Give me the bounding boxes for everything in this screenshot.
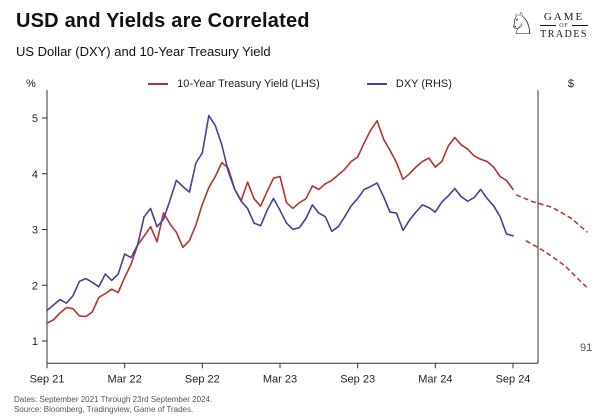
logo-text: GAME OF TRADES	[540, 10, 589, 40]
x-tick-label: Mar 22	[108, 373, 142, 385]
chart-canvas: 1 2 3 4 5 Sep 21 Mar 22 Sep 22 Mar 23 Sep 23 Mar 2…	[30, 90, 592, 385]
legend-label-treasury-yield: 10-Year Treasury Yield (LHS)	[177, 78, 320, 90]
legend: 10-Year Treasury Yield (LHS) DXY (RHS)	[50, 78, 550, 90]
legend-label-dxy: DXY (RHS)	[395, 78, 452, 90]
x-tick-label: Sep 23	[340, 373, 375, 385]
x-tick-label: Sep 22	[185, 373, 220, 385]
logo-line-trades: TRADES	[540, 28, 588, 40]
logo-line-game: GAME	[543, 10, 585, 23]
y-tick-label: 1	[32, 336, 38, 348]
x-tick-label: Mar 23	[263, 373, 297, 385]
chess-knight-icon: ♘	[508, 7, 536, 42]
legend-row: % 10-Year Treasury Yield (LHS) DXY (RHS)…	[0, 78, 600, 90]
yield-projection-upper-dashed-line	[515, 194, 588, 233]
chart-footer: Dates: September 2021 Through 23rd Septe…	[14, 395, 212, 415]
legend-item-dxy: DXY (RHS)	[366, 78, 452, 90]
yield-projection-lower-dashed-line	[525, 240, 588, 289]
x-tick-label: Mar 24	[418, 373, 452, 385]
x-tick-label: Sep 21	[30, 373, 65, 385]
footer-source: Source: Bloomberg, Tradingview, Game of …	[14, 405, 194, 414]
legend-swatch-dxy	[366, 82, 387, 86]
right-axis-label-91: 91	[580, 342, 592, 354]
y-tick-label: 4	[32, 169, 38, 181]
page-subtitle: US Dollar (DXY) and 10-Year Treasury Yie…	[16, 44, 271, 59]
y-tick-label: 3	[32, 225, 38, 237]
page-title: USD and Yields are Correlated	[16, 10, 310, 32]
y-tick-label: 2	[32, 280, 38, 292]
axis-unit-percent: %	[26, 78, 36, 90]
logo-rule-right	[571, 25, 589, 26]
dxy-line	[46, 114, 514, 312]
legend-swatch-treasury-yield	[148, 82, 169, 86]
game-of-trades-logo: ♘ GAME OF TRADES	[508, 7, 589, 42]
treasury-yield-line	[46, 119, 514, 324]
logo-rule-left	[540, 25, 557, 26]
footer-dates: Dates: September 2021 Through 23rd Septe…	[14, 395, 213, 404]
x-tick-label: Sep 24	[496, 373, 531, 385]
y-tick-label: 5	[32, 113, 38, 125]
logo-line-of: OF	[559, 22, 569, 29]
legend-item-treasury-yield: 10-Year Treasury Yield (LHS)	[148, 78, 323, 90]
axis-unit-dollar: $	[567, 78, 574, 90]
